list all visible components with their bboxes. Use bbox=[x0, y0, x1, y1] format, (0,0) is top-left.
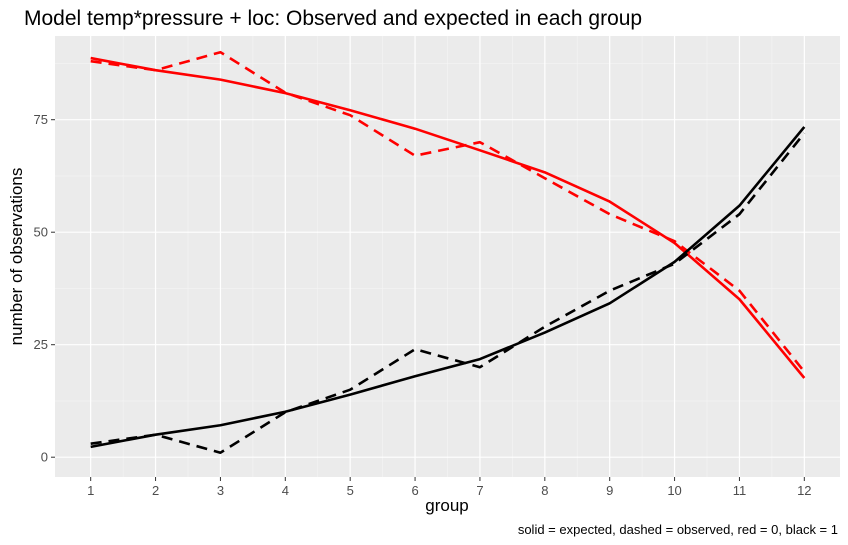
x-tick-label: 5 bbox=[347, 483, 354, 498]
y-axis-title: number of observations bbox=[7, 168, 26, 346]
x-tick-label: 8 bbox=[541, 483, 548, 498]
series-lines bbox=[90, 50, 806, 455]
x-tick-label: 11 bbox=[733, 483, 747, 498]
x-tick-label: 6 bbox=[411, 483, 418, 498]
x-tick-label: 7 bbox=[476, 483, 483, 498]
major-gridlines bbox=[55, 36, 840, 477]
series-line-observed-0 bbox=[90, 50, 806, 373]
y-tick-label: 0 bbox=[41, 450, 48, 465]
x-axis: 1 2 3 4 5 6 7 8 9 10 11 12 bbox=[87, 477, 812, 498]
x-axis-title: group bbox=[425, 496, 468, 515]
chart-title: Model temp*pressure + loc: Observed and … bbox=[24, 7, 642, 30]
chart-caption: solid = expected, dashed = observed, red… bbox=[518, 522, 838, 537]
y-axis: 0 25 50 75 bbox=[34, 112, 55, 465]
y-tick-label: 75 bbox=[34, 112, 48, 127]
y-tick-label: 25 bbox=[34, 337, 48, 352]
minor-gridlines bbox=[55, 36, 840, 477]
x-tick-label: 10 bbox=[667, 483, 681, 498]
y-tick-label: 50 bbox=[34, 225, 48, 240]
x-tick-label: 2 bbox=[152, 483, 159, 498]
x-tick-label: 12 bbox=[797, 483, 811, 498]
x-tick-label: 9 bbox=[606, 483, 613, 498]
series-line-expected-1 bbox=[90, 126, 806, 449]
x-tick-label: 4 bbox=[282, 483, 289, 498]
x-tick-label: 3 bbox=[217, 483, 224, 498]
series-line-observed-1 bbox=[90, 132, 806, 455]
x-tick-label: 1 bbox=[87, 483, 94, 498]
